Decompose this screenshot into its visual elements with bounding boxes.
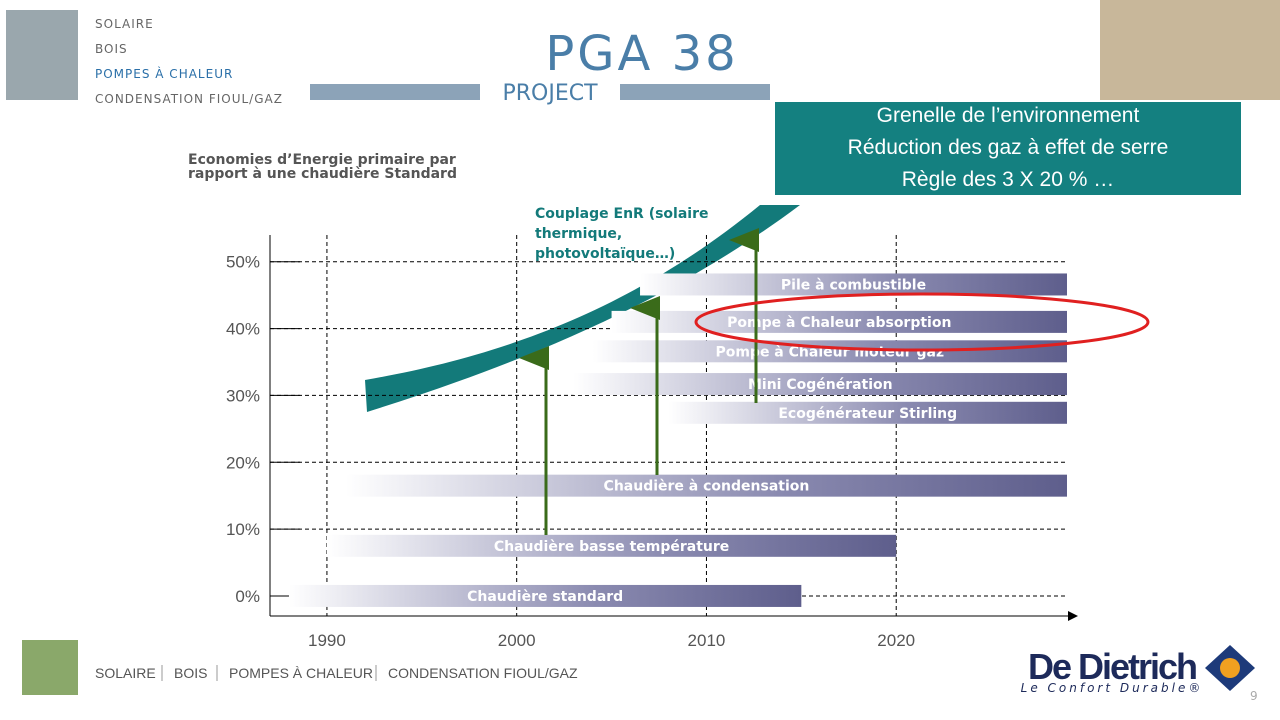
x-tick-label: 2010 bbox=[688, 631, 726, 650]
annotation: Couplage EnR (solaire thermique, photovo… bbox=[535, 206, 709, 262]
logo-bar bbox=[310, 84, 480, 100]
y-tick-label: 50% bbox=[226, 253, 260, 272]
trend-curve bbox=[365, 205, 800, 412]
bar-label: Ecogénérateur Stirling bbox=[778, 406, 957, 422]
page-number: 9 bbox=[1250, 689, 1258, 703]
bar bbox=[592, 340, 1067, 363]
banner-line: Règle des 3 X 20 % … bbox=[902, 168, 1114, 191]
brand: De Dietrich bbox=[1028, 646, 1196, 687]
y-tick-label: 20% bbox=[226, 453, 260, 472]
menu-item: BOIS bbox=[95, 42, 128, 56]
y-label: Économies d’Énergie primaire par rapport… bbox=[188, 153, 457, 182]
bar bbox=[345, 474, 1067, 497]
bar-label: Pompe à Chaleur absorption bbox=[727, 315, 951, 331]
logo-title: PGA 38 bbox=[545, 26, 738, 82]
grid: 0% 10% 20% 30% 40% 50% 1990 2000 2010 2020 bbox=[226, 235, 1078, 650]
highlight bbox=[694, 292, 1150, 352]
footer-menu-item: POMPES À CHALEUR bbox=[229, 665, 373, 681]
menu-item: CONDENSATION FIOUL/GAZ bbox=[95, 92, 283, 106]
x-tick-label: 2000 bbox=[498, 631, 536, 650]
bar bbox=[288, 584, 802, 607]
bar bbox=[326, 534, 897, 557]
bar-label: Chaudière standard bbox=[467, 589, 623, 605]
logo-bar bbox=[620, 84, 770, 100]
header-menu: SOLAIRE BOIS POMPES À CHALEUR CONDENSATI… bbox=[95, 17, 283, 106]
bars: Chaudière standard Chaudière basse tempér… bbox=[288, 273, 1067, 607]
y-label-box: Économies d’Énergie primaire par rapport… bbox=[188, 153, 457, 182]
bar-label: Chaudière basse température bbox=[494, 539, 729, 555]
menu-item: SOLAIRE bbox=[95, 17, 154, 31]
y-tick-label: 40% bbox=[226, 320, 260, 339]
logo-subtitle: PROJECT bbox=[502, 81, 598, 106]
footer-menu-item: CONDENSATION FIOUL/GAZ bbox=[388, 665, 578, 681]
brand-logo-dot bbox=[1220, 658, 1240, 678]
x-tick-label: 2020 bbox=[877, 631, 915, 650]
footer-menu-item: BOIS bbox=[174, 665, 207, 681]
arrows bbox=[519, 228, 759, 535]
bar-label: Pile à combustible bbox=[781, 277, 926, 293]
bar bbox=[640, 273, 1067, 296]
bar bbox=[573, 373, 1067, 396]
banner-line: Réduction des gaz à effet de serre bbox=[848, 136, 1169, 159]
header-photo bbox=[1100, 0, 1280, 100]
y-tick-label: 30% bbox=[226, 386, 260, 405]
banner-line: Grenelle de l’environnement bbox=[877, 104, 1140, 127]
footer-menu-item: SOLAIRE bbox=[95, 665, 156, 681]
x-tick-label: 1990 bbox=[308, 631, 346, 650]
footer-logo bbox=[22, 640, 78, 695]
banner bbox=[775, 102, 1241, 195]
tagline: Le Confort Durable® bbox=[1021, 681, 1204, 695]
bar bbox=[611, 310, 1067, 333]
y-tick-label: 0% bbox=[235, 587, 260, 606]
annotation-box: Couplage EnR (solaire thermique, photovo… bbox=[535, 206, 709, 262]
bar bbox=[668, 401, 1067, 424]
header-logo bbox=[6, 10, 78, 100]
y-tick-label: 10% bbox=[226, 520, 260, 539]
menu-item: POMPES À CHALEUR bbox=[95, 66, 233, 81]
bar-label: Mini Cogénération bbox=[748, 377, 893, 393]
bar-label: Chaudière à condensation bbox=[604, 479, 810, 495]
